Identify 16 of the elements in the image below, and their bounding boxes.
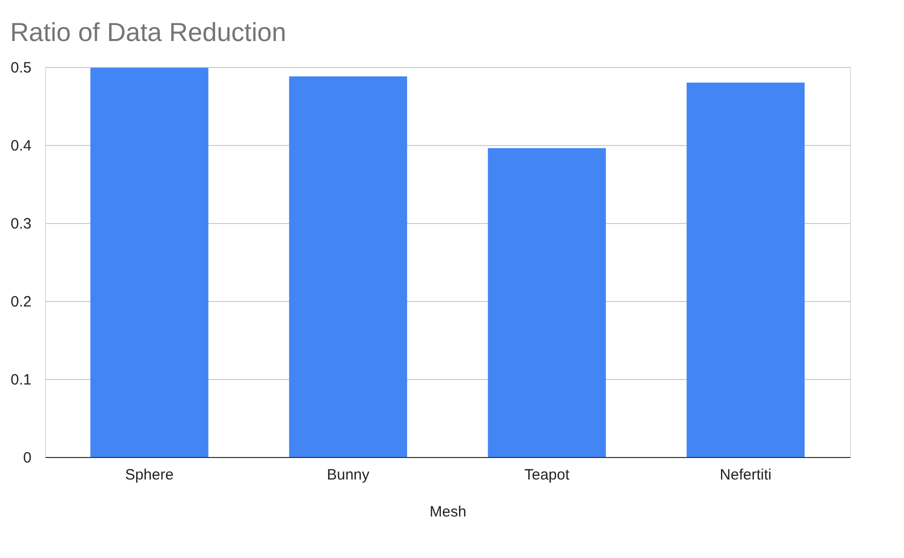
y-tick-label: 0.2: [10, 294, 32, 310]
x-tick-label: Sphere: [125, 466, 174, 484]
bar: [289, 76, 408, 457]
y-tick-label: 0.4: [10, 138, 32, 154]
y-tick-label: 0.5: [10, 60, 32, 76]
bar: [90, 68, 208, 457]
x-axis-title: Mesh: [430, 504, 466, 520]
chart-title: Ratio of Data Reduction: [10, 17, 286, 47]
x-tick-label: Nefertiti: [720, 466, 772, 484]
y-tick-label: 0.3: [10, 216, 32, 232]
x-tick-label: Bunny: [326, 466, 370, 484]
y-tick-label: 0: [23, 450, 32, 466]
bar: [686, 82, 805, 457]
bar: [488, 148, 606, 457]
x-tick-label: Teapot: [524, 466, 570, 484]
y-tick-label: 0.1: [10, 372, 32, 388]
